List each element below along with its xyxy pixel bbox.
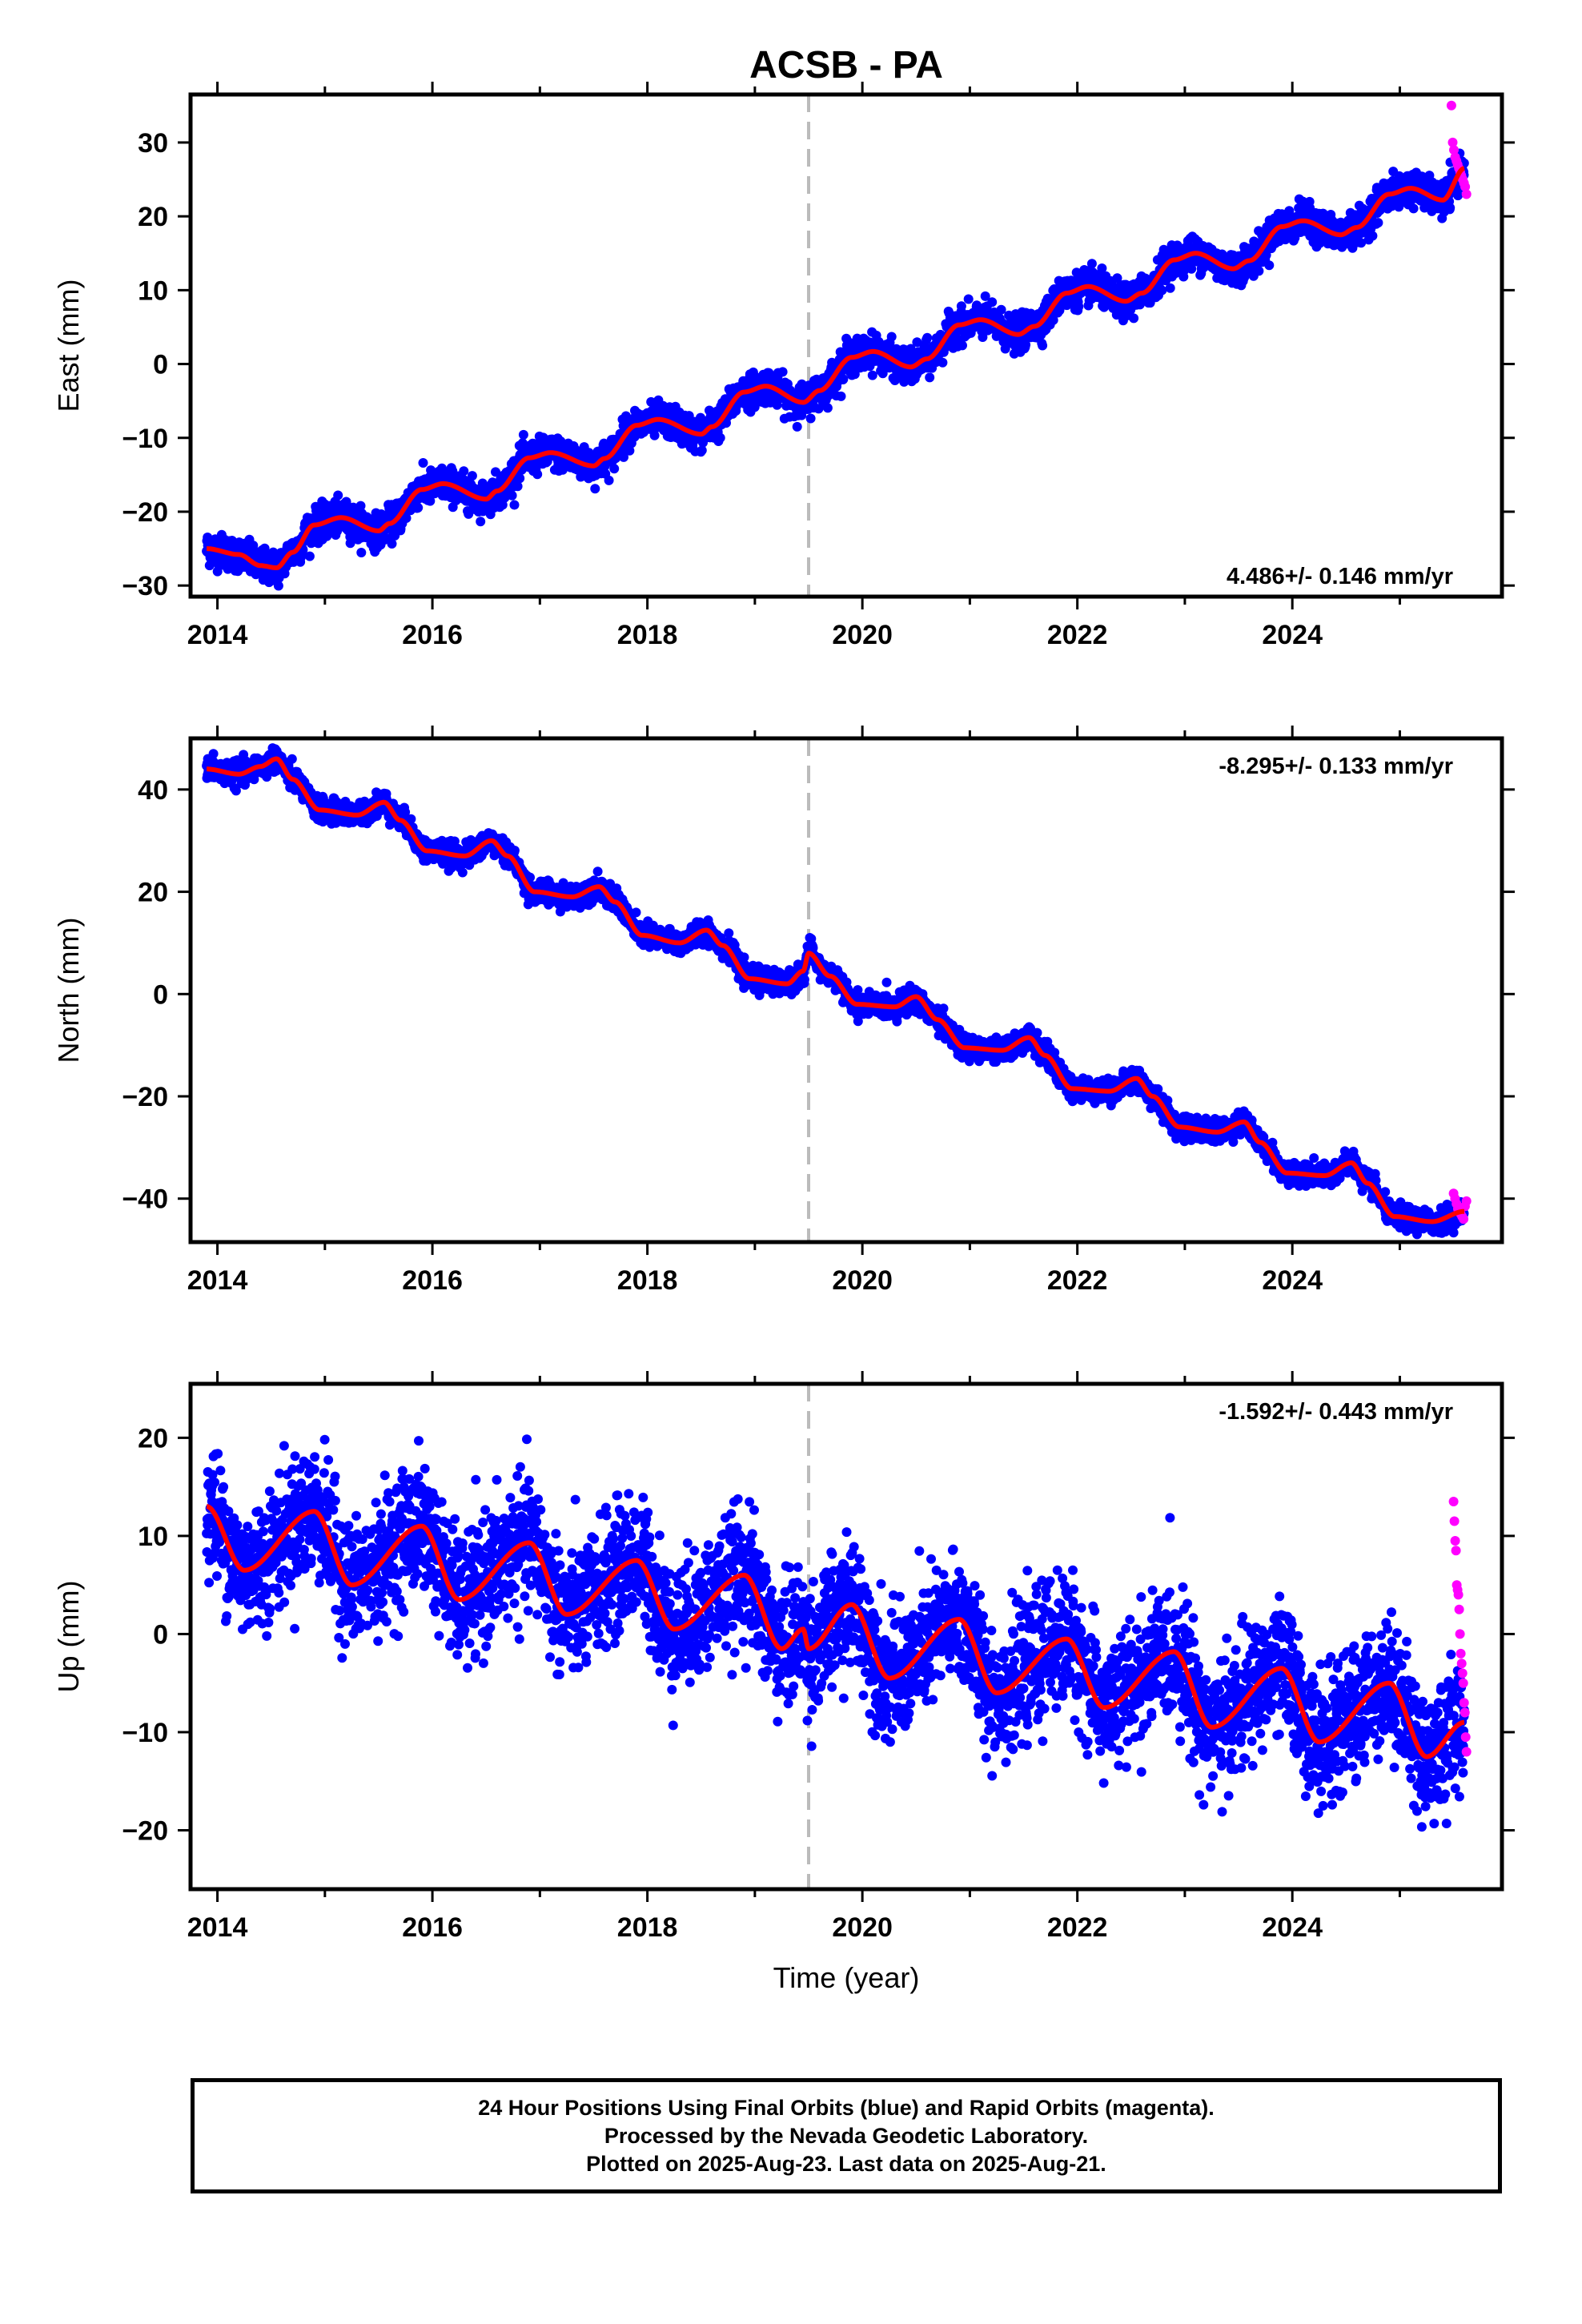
data-point <box>938 357 948 368</box>
chart-panels: −30 −20 −10 0 10 20 30 2014 2016 2018 2020 2022 2024… <box>52 82 1515 1943</box>
x-tick-label: 2014 <box>187 620 248 650</box>
data-point <box>1074 301 1084 312</box>
data-point <box>387 539 397 549</box>
x-tick-label: 2022 <box>1047 620 1108 650</box>
x-tick-label: 2016 <box>402 620 463 650</box>
y-tick-label: −10 <box>122 424 168 454</box>
data-point <box>963 294 974 304</box>
data-point <box>777 367 788 377</box>
data-point <box>619 452 628 462</box>
data-point <box>1254 266 1264 276</box>
data-point <box>518 429 528 440</box>
data-point <box>836 391 846 401</box>
data-point <box>459 466 469 476</box>
data-point <box>604 475 614 485</box>
data-point <box>345 538 355 549</box>
data-point <box>590 484 600 494</box>
data-point <box>507 490 517 501</box>
data-point <box>356 548 367 557</box>
data-point <box>497 500 508 510</box>
data-point <box>355 501 366 511</box>
data-point <box>822 403 833 413</box>
data-point <box>1367 231 1378 241</box>
data-point <box>1157 285 1167 296</box>
data-point <box>922 332 933 343</box>
panel-east: −30 −20 −10 0 10 20 30 2014 2016 2018 2020 2022 2024… <box>52 82 1515 650</box>
x-tick-label: 2024 <box>1262 620 1323 650</box>
data-point <box>532 469 543 480</box>
data-point <box>1373 218 1383 228</box>
data-point <box>248 541 259 551</box>
data-point <box>1264 260 1275 271</box>
data-point <box>509 500 520 510</box>
data-point <box>1408 203 1419 214</box>
y-tick-label: 20 <box>138 202 168 232</box>
data-point <box>304 551 315 561</box>
rapid-point <box>1446 100 1456 111</box>
data-point <box>401 513 412 523</box>
data-point <box>996 304 1006 315</box>
y-tick-label: 10 <box>138 275 168 306</box>
y-tick-label: −30 <box>122 571 168 601</box>
rapid-point <box>1461 189 1472 199</box>
data-point <box>467 471 477 481</box>
x-tick-label: 2020 <box>832 620 893 650</box>
data-point <box>624 445 635 456</box>
data-point <box>208 749 219 759</box>
data-point <box>805 413 816 424</box>
plot-area <box>202 94 1472 597</box>
data-point <box>333 490 343 501</box>
plot-area <box>202 738 1472 1242</box>
rate-label: 4.486+/- 0.146 mm/yr <box>1227 564 1453 589</box>
data-point <box>1086 259 1097 269</box>
data-point <box>609 464 620 474</box>
data-point <box>956 301 966 312</box>
data-point <box>838 374 849 384</box>
data-point <box>418 458 428 468</box>
chart-title: ACSB - PA <box>749 44 943 86</box>
data-point <box>273 581 283 591</box>
y-tick-label: 30 <box>138 128 168 159</box>
data-point <box>649 430 660 440</box>
data-point <box>1165 283 1175 293</box>
data-point <box>867 370 877 380</box>
data-point <box>886 332 897 342</box>
data-point <box>1445 203 1456 213</box>
data-point <box>1129 313 1139 324</box>
data-point <box>491 467 500 477</box>
data-point <box>515 473 525 484</box>
y-axis-title: East (mm) <box>52 279 85 412</box>
y-tick-label: −20 <box>122 497 168 528</box>
data-point <box>476 517 486 527</box>
data-point <box>958 340 967 351</box>
data-point <box>792 421 802 432</box>
data-point <box>512 481 523 492</box>
data-point <box>925 372 935 383</box>
data-point <box>715 432 725 443</box>
x-tick-label: 2018 <box>617 620 678 650</box>
data-point <box>1038 340 1048 351</box>
y-tick-label: 0 <box>153 350 168 380</box>
data-point <box>287 754 297 764</box>
data-point <box>987 297 998 308</box>
data-point <box>413 503 424 513</box>
